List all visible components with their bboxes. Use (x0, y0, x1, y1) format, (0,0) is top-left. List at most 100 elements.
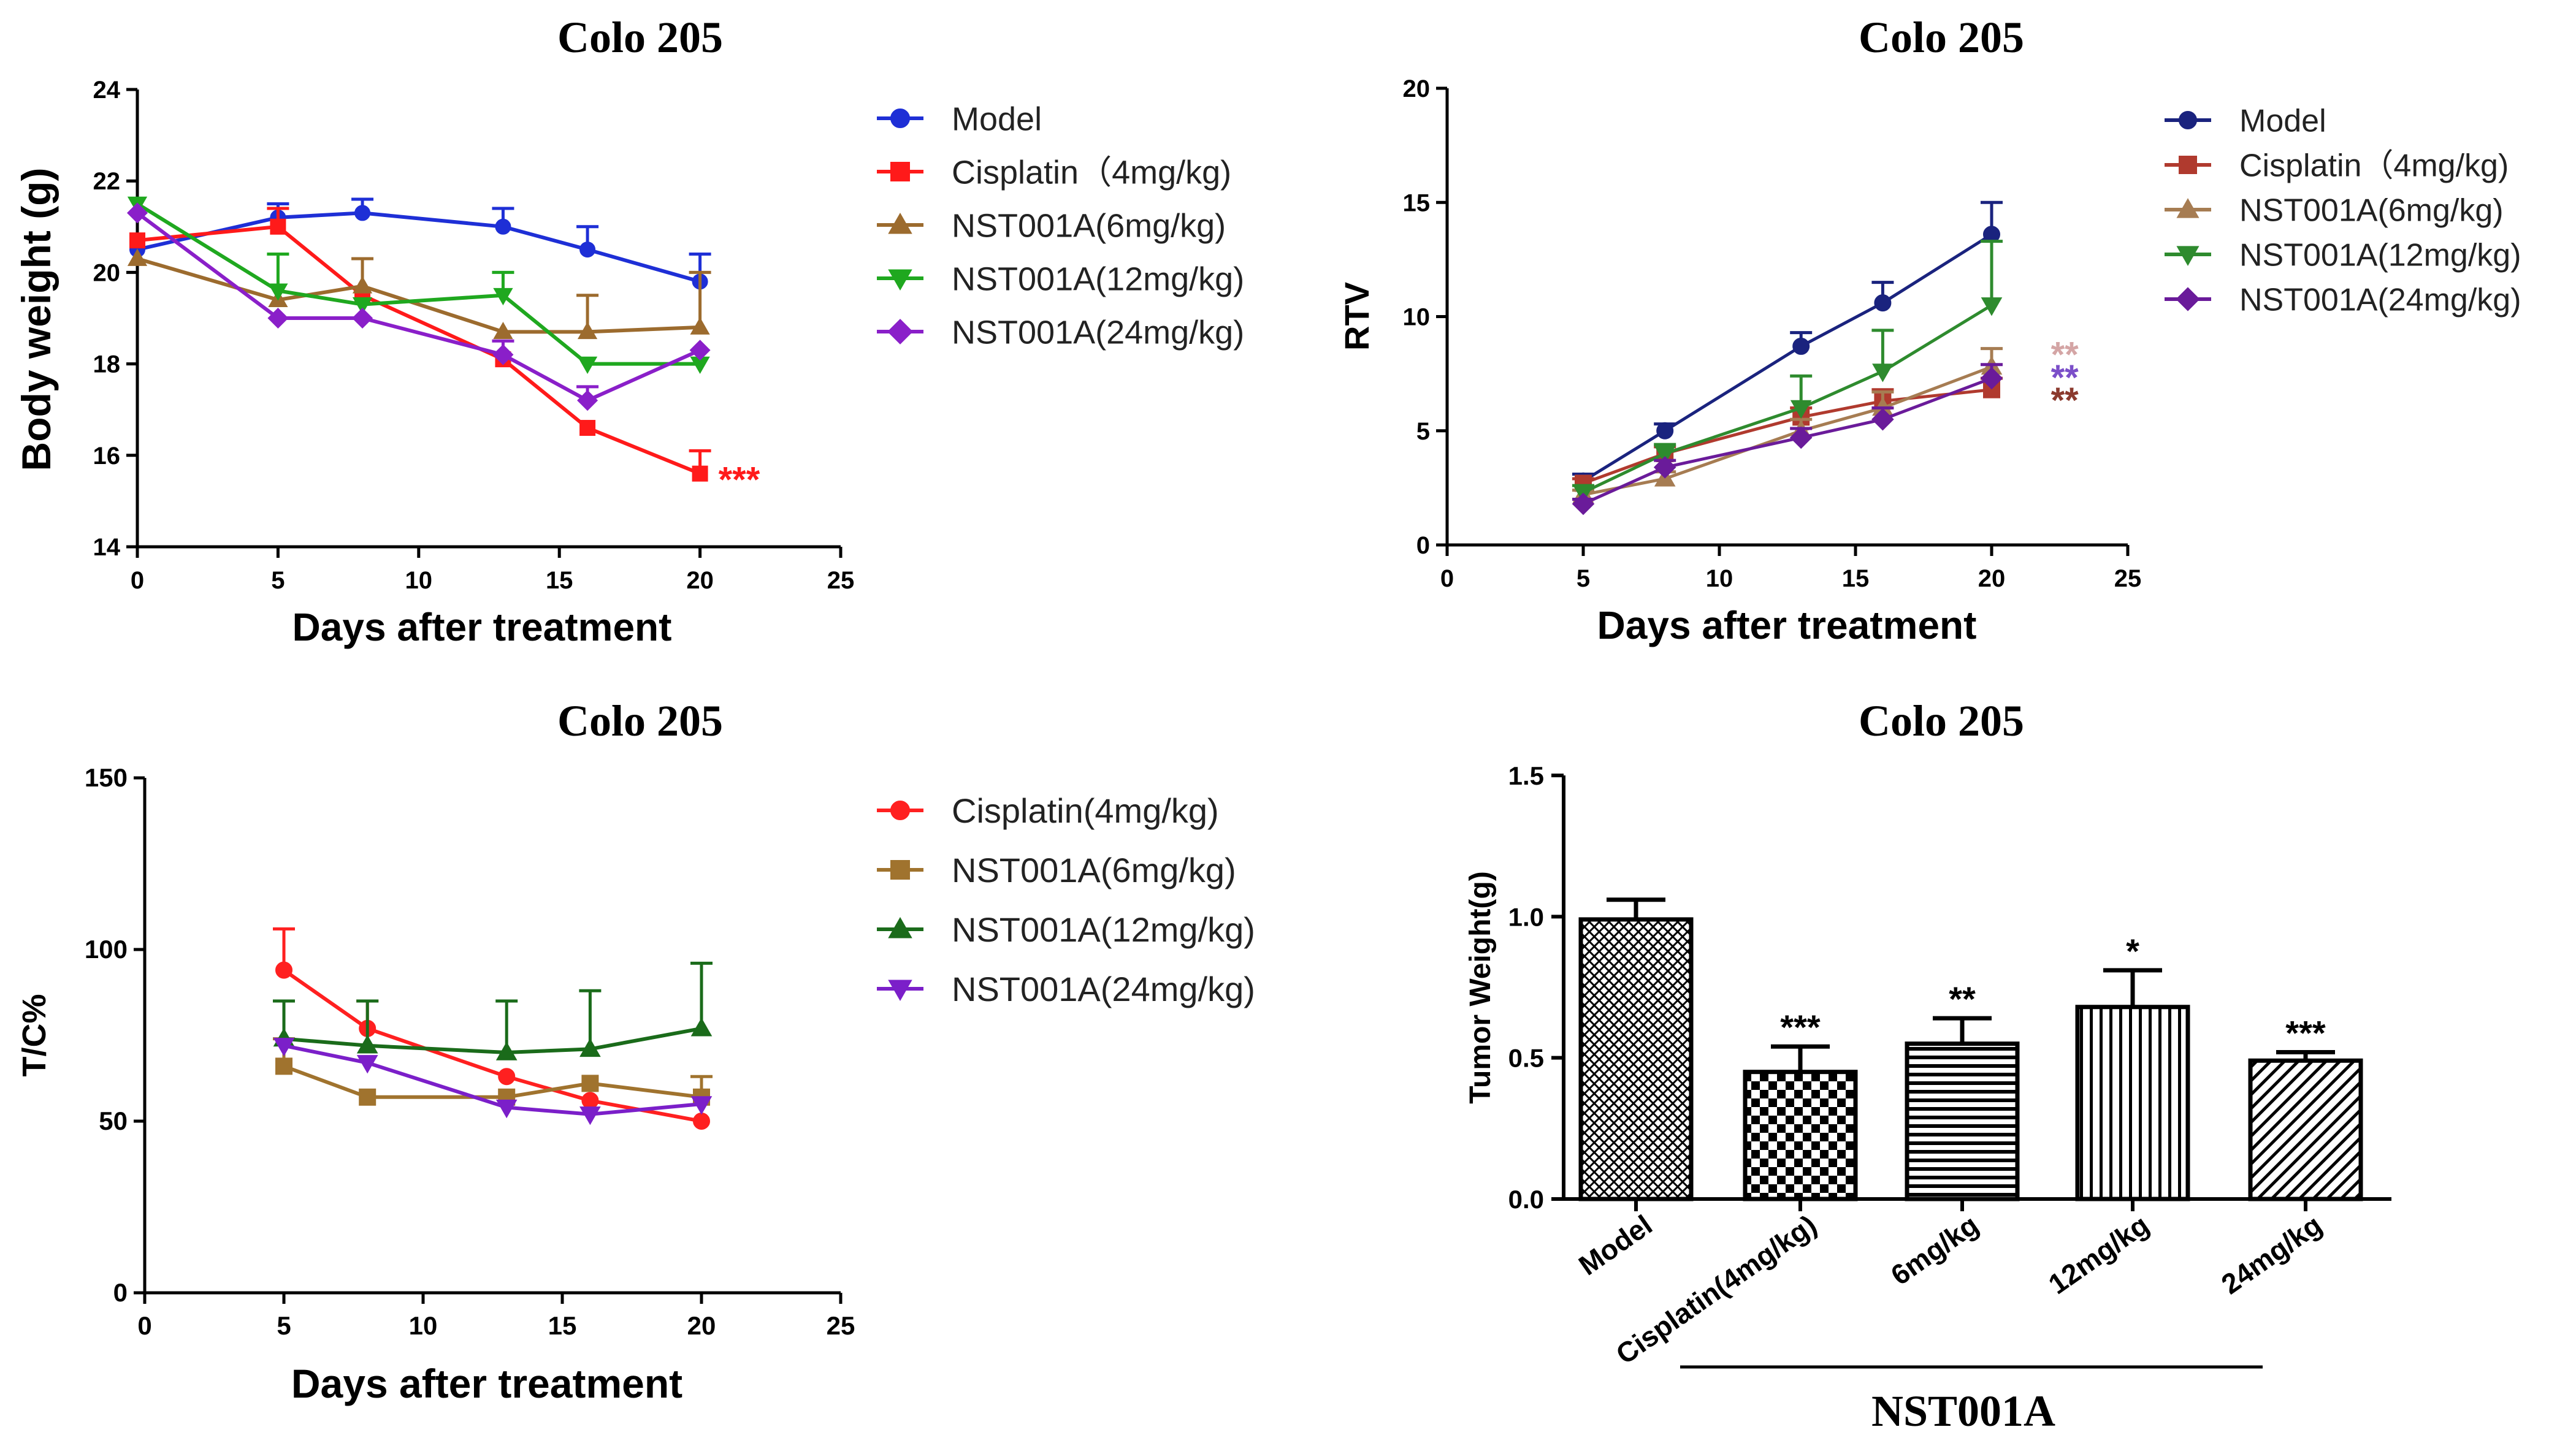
bw-data-point (692, 465, 708, 482)
rtv-y-tick-label: 5 (1416, 418, 1430, 445)
tc-y-axis-label: T/C% (16, 994, 53, 1077)
bw-series-4 (126, 202, 711, 411)
rtv-series-line (1582, 303, 1993, 494)
tc-legend-symbol (890, 860, 910, 880)
tc-series-line (283, 1043, 702, 1116)
tc-x-tick-label: 0 (137, 1311, 151, 1340)
tw-category-label: 6mg/kg (1885, 1209, 1984, 1292)
tc-legend-label: Cisplatin(4mg/kg) (952, 791, 1219, 830)
tc-data-point (579, 1106, 601, 1125)
tc-data-point (498, 1068, 516, 1086)
bw-series-line (137, 224, 701, 476)
tc-data-point (693, 1113, 710, 1130)
tc-legend-label: NST001A(24mg/kg) (952, 970, 1255, 1008)
bw-data-point (270, 218, 286, 235)
bw-series-line (136, 211, 701, 403)
rtv-significance-label: ** (2051, 381, 2079, 421)
tw-bar (2075, 1005, 2190, 1201)
tc-series-line (283, 1026, 702, 1055)
tc-data-point (581, 1075, 599, 1092)
tw-title: Colo 205 (1859, 696, 2024, 745)
bw-series-line (137, 211, 701, 284)
rtv-data-point (1572, 492, 1595, 516)
rtv-x-tick-label: 0 (1440, 565, 1454, 592)
tw-chart: Colo 205 0.0 0.5 1.0 1.5 Tumor Weight(g) Model… (1464, 696, 2391, 1435)
bw-data-point (579, 242, 596, 258)
bw-data-point (493, 321, 513, 340)
bw-y-tick-label: 18 (93, 351, 121, 378)
rtv-legend-symbol (2179, 111, 2197, 129)
bw-legend-item: NST001A(12mg/kg) (877, 261, 1244, 297)
bw-x-tick-label: 10 (405, 567, 433, 594)
rtv-data-point (1656, 422, 1674, 440)
bw-legend-symbol (890, 108, 910, 128)
bw-y-tick-label: 14 (93, 534, 121, 561)
bw-y-tick-label: 22 (93, 168, 121, 195)
rtv-x-tick-label: 15 (1842, 565, 1870, 592)
tw-significance-label: *** (1780, 1008, 1821, 1046)
bw-data-point (495, 218, 511, 235)
rtv-series-4 (1572, 363, 2003, 516)
tc-legend-item: NST001A(24mg/kg) (877, 970, 1255, 1008)
rtv-data-point (1874, 294, 1892, 312)
bw-legend-symbol (887, 319, 913, 344)
bw-legend-label: NST001A(24mg/kg) (952, 314, 1244, 351)
tw-y-tick-label: 0.5 (1508, 1044, 1544, 1073)
bw-series-0 (129, 197, 711, 290)
rtv-series-line (1582, 233, 1993, 482)
rtv-legend-label: NST001A(24mg/kg) (2239, 283, 2521, 318)
rtv-x-axis-label: Days after treatment (1597, 603, 1977, 647)
rtv-legend-item: NST001A(24mg/kg) (2165, 283, 2521, 318)
tc-legend-item: NST001A(6mg/kg) (877, 851, 1236, 889)
tw-bar-group: Model (1573, 897, 1694, 1281)
rtv-y-tick-label: 0 (1416, 532, 1430, 559)
tc-legend-label: NST001A(12mg/kg) (952, 910, 1255, 949)
tw-bar (1578, 917, 1694, 1201)
bw-legend-item: NST001A(6mg/kg) (877, 207, 1226, 244)
tc-series-2 (273, 961, 713, 1060)
rtv-legend-label: NST001A(6mg/kg) (2239, 193, 2504, 229)
tc-x-tick-label: 20 (687, 1311, 716, 1340)
rtv-x-tick-label: 5 (1577, 565, 1590, 592)
bw-legend-label: NST001A(12mg/kg) (952, 261, 1244, 297)
rtv-legend-symbol (2176, 198, 2200, 218)
rtv-series-0 (1572, 200, 2003, 490)
tw-bar (2248, 1058, 2363, 1201)
bw-series-3 (127, 196, 710, 375)
bw-data-point (352, 276, 373, 294)
tc-legend-symbol (888, 916, 912, 938)
bw-title: Colo 205 (557, 13, 723, 62)
tw-y-axis-label: Tumor Weight(g) (1464, 871, 1497, 1103)
bw-data-point (579, 420, 596, 436)
bw-legend-item: Cisplatin（4mg/kg) (877, 154, 1231, 191)
tw-y-tick-label: 1.0 (1508, 902, 1544, 931)
tc-y-tick-label: 50 (99, 1106, 128, 1135)
rtv-legend-symbol (2176, 287, 2200, 311)
rtv-data-point (1654, 446, 1676, 465)
rtv-title: Colo 205 (1859, 13, 2024, 62)
bw-series-line (136, 202, 700, 366)
rtv-legend-item: Model (2165, 104, 2326, 139)
rtv-data-point (1871, 408, 1894, 431)
rtv-data-point (1981, 297, 2003, 316)
tc-y-tick-label: 100 (85, 935, 128, 964)
tc-x-axis-label: Days after treatment (291, 1361, 682, 1406)
bw-data-point (577, 321, 598, 340)
tw-bar-group: *** 24mg/kg (2215, 1013, 2363, 1300)
tc-y-tick-label: 0 (113, 1278, 128, 1307)
bw-data-point (492, 344, 514, 365)
tc-data-point (495, 1099, 518, 1119)
bw-y-tick-label: 16 (93, 443, 121, 470)
bw-data-point (689, 340, 711, 361)
rtv-data-point (1789, 426, 1813, 449)
bw-data-point (268, 283, 288, 301)
bw-x-tick-label: 5 (271, 567, 285, 594)
bw-x-tick-label: 20 (686, 567, 714, 594)
bw-series-1 (129, 207, 711, 482)
bw-data-point (577, 390, 598, 411)
tw-bar (1905, 1041, 2020, 1201)
tc-data-point (690, 1096, 713, 1115)
tw-significance-label: ** (1949, 980, 1976, 1018)
bw-legend-symbol (890, 162, 910, 181)
